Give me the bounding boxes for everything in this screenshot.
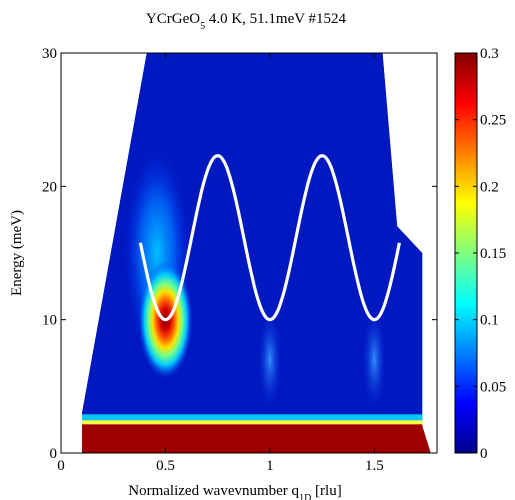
- x-tick-label: 1: [266, 458, 274, 474]
- intensity-map: [81, 53, 431, 453]
- plot-area: 0 0.5 1 1.5 0 10 20 30: [42, 46, 438, 474]
- y-tick-label: 0: [50, 446, 58, 462]
- x-tick-label: 0: [57, 458, 65, 474]
- x-tick-label: 0.5: [156, 458, 175, 474]
- colorbar-tick-label: 0.3: [480, 46, 499, 62]
- elastic-line-edge: [81, 420, 431, 427]
- chart-title: YCrGeO5 4.0 K, 51.1meV #1524: [146, 11, 347, 32]
- x-tick-label: 1.5: [365, 458, 384, 474]
- x-axis-label: Normalized wavevnumber q1D [rlu]: [128, 483, 341, 500]
- x-axis: 0 0.5 1 1.5: [57, 53, 384, 474]
- weak-band-blob: [361, 306, 387, 413]
- y-axis: 0 10 20 30: [42, 46, 437, 462]
- elastic-line: [81, 424, 431, 453]
- y-tick-label: 30: [42, 46, 57, 62]
- colorbar-tick-label: 0.25: [480, 113, 506, 129]
- y-tick-label: 20: [42, 179, 57, 195]
- colorbar-tick-label: 0.15: [480, 246, 506, 262]
- colorbar: 0 0.05 0.1 0.15 0.2 0.25 0.3: [454, 46, 506, 462]
- weak-band-blob: [257, 306, 283, 413]
- dispersion-curve: [138, 154, 401, 322]
- y-axis-label: Energy (meV): [9, 210, 25, 296]
- y-tick-label: 10: [42, 313, 57, 329]
- colorbar-tick-label: 0.2: [480, 179, 499, 195]
- colorbar-tick-label: 0.1: [480, 313, 499, 329]
- colorbar-ticks: 0 0.05 0.1 0.15 0.2 0.25 0.3: [455, 46, 506, 462]
- colorbar-tick-label: 0: [480, 446, 488, 462]
- colorbar-tick-label: 0.05: [480, 379, 506, 395]
- plot-frame: [60, 52, 438, 454]
